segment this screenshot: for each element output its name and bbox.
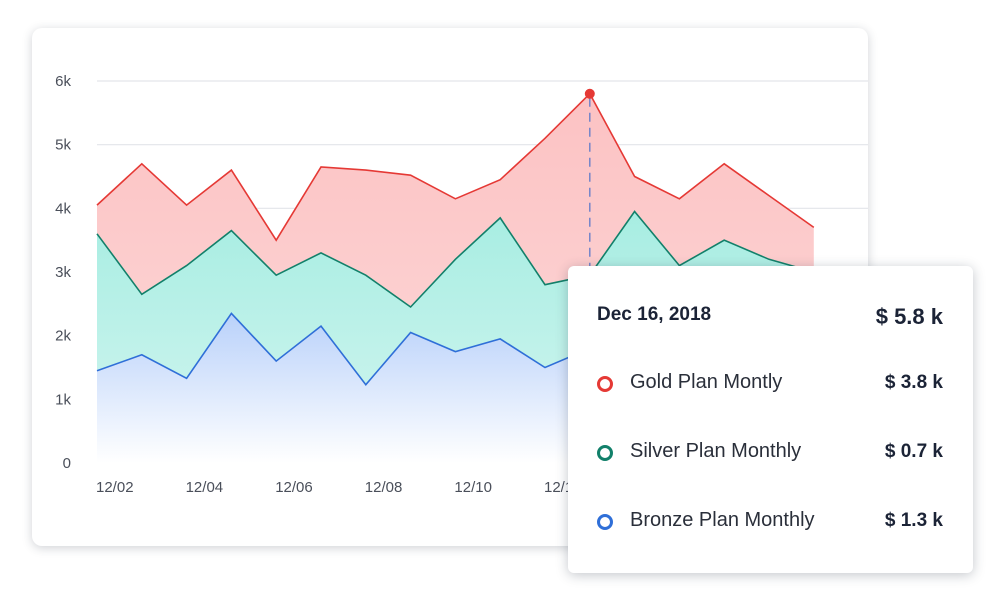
tooltip-item-value: $ 1.3 k — [884, 510, 943, 531]
tooltip-item-gold: Gold Plan Montly $ 3.8 k — [568, 368, 973, 398]
y-tick-label: 1k — [55, 391, 71, 408]
tooltip-total: $ 5.8 k — [875, 304, 943, 329]
y-tick-label: 3k — [55, 264, 71, 281]
y-tick-label: 2k — [55, 328, 71, 345]
silver-dot-icon — [597, 445, 613, 461]
tooltip-date: Dec 16, 2018 — [597, 304, 712, 325]
y-tick-label: 6k — [55, 73, 71, 90]
tooltip-item-label: Gold Plan Montly — [630, 371, 783, 393]
silver-line[interactable] — [96, 210, 815, 309]
y-tick-label: 5k — [55, 137, 71, 154]
x-tick-label: 12/1 — [544, 479, 573, 496]
gold-line[interactable] — [96, 92, 815, 242]
y-tick-label: 0 — [63, 455, 71, 472]
tooltip-item-silver: Silver Plan Monthly $ 0.7 k — [568, 437, 973, 467]
x-tick-label: 12/04 — [186, 479, 224, 496]
chart-tooltip: Dec 16, 2018 $ 5.8 k Gold Plan Montly $ … — [568, 266, 973, 573]
axis-labels: 0 1k 2k 3k 4k 5k 6k 12/02 12/04 12/06 12/08 12/10 12… — [55, 73, 573, 496]
tooltip-item-bronze: Bronze Plan Monthly $ 1.3 k — [568, 506, 973, 536]
y-tick-label: 4k — [55, 200, 71, 217]
x-tick-label: 12/08 — [365, 479, 403, 496]
tooltip-item-value: $ 0.7 k — [884, 441, 943, 462]
x-tick-label: 12/02 — [96, 479, 134, 496]
x-tick-label: 12/10 — [454, 479, 492, 496]
bronze-dot-icon — [597, 514, 613, 530]
tooltip-item-value: $ 3.8 k — [884, 372, 943, 393]
gold-dot-icon — [597, 376, 613, 392]
highlight-point[interactable] — [584, 88, 595, 99]
tooltip-item-label: Silver Plan Monthly — [630, 440, 802, 462]
tooltip-item-label: Bronze Plan Monthly — [630, 509, 815, 531]
x-tick-label: 12/06 — [275, 479, 313, 496]
